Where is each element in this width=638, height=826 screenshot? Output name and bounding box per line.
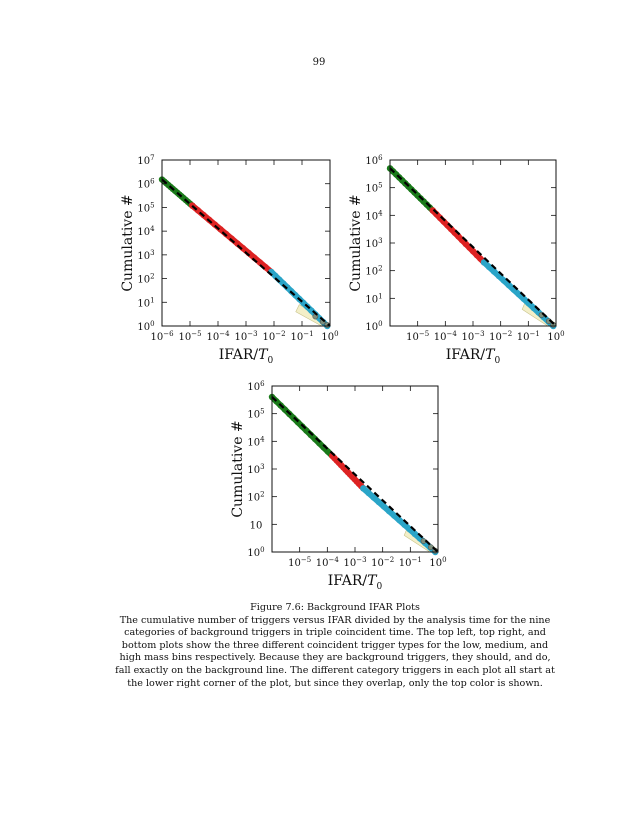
ifar-plot-top-right: 10−5 10−4 10−3 10−2 10−1 100 100 101 102 103 104 10… [348,154,565,366]
data-point [411,530,418,538]
data-point [316,440,323,447]
ifar-plot-top-left: 10−6 10−5 10−4 10−3 10−2 10−1 1001001011021031… [120,154,339,366]
series-cyan [360,485,439,556]
series-cyan [480,259,557,330]
y-tick-label: 103 [137,249,154,262]
y-tick-label: 100 [247,546,264,559]
data-point [370,494,377,501]
y-tick-label: 104 [365,209,383,222]
x-tick-label: 10−3 [234,330,257,343]
page-number: 99 [312,57,326,68]
y-tick-label: 102 [365,265,382,278]
x-tick-label: 10−2 [371,556,394,569]
figure-caption: Figure 7.6: Background IFAR Plots The cu… [112,602,558,690]
x-axis-label: IFAR/T0 [328,573,383,592]
x-tick-label: 10−2 [489,330,512,343]
y-tick-label: 102 [137,273,154,286]
x-axis-label: IFAR/T0 [219,347,274,366]
y-tick-label: 104 [247,435,265,448]
data-point [375,498,382,506]
data-point [427,544,434,550]
data-point [239,245,247,252]
data-point [520,295,527,302]
data-point [490,268,498,275]
data-point [324,448,332,455]
x-tick-label: 10−3 [343,556,366,569]
y-tick-label: 105 [137,201,154,214]
y-tick-label: 103 [365,237,382,250]
figure-caption-text: The cumulative number of triggers versus… [115,614,555,689]
x-tick-label: 10−1 [517,330,540,343]
x-tick-label: 100 [321,330,338,343]
x-tick-label: 100 [547,330,564,343]
y-axis-label: Cumulative # [348,194,364,291]
data-point [485,263,493,271]
data-point [500,277,508,284]
expected-background-line [161,178,331,327]
y-tick-label: 10 [250,520,263,531]
y-tick-label: 106 [247,380,265,393]
x-tick-label: 100 [429,556,446,569]
y-tick-label: 107 [137,154,154,167]
y-tick-label: 105 [247,408,264,421]
data-point [280,280,287,287]
y-tick-label: 100 [365,320,382,333]
data-point [505,281,512,289]
axes-frame [271,385,439,553]
expected-background-line [271,396,439,553]
data-point [360,485,367,492]
x-tick-label: 10−3 [461,330,484,343]
data-point [380,503,388,510]
x-tick-label: 10−1 [290,330,313,343]
x-tick-label: 10−6 [150,330,174,343]
figure-label: Figure 7.6: Background IFAR Plots [250,602,420,613]
y-tick-label: 101 [137,296,154,309]
y-tick-label: 101 [365,292,382,305]
x-tick-label: 10−4 [434,330,458,343]
x-tick-label: 10−4 [206,330,230,343]
x-tick-label: 10−5 [288,556,311,569]
x-tick-label: 10−2 [262,330,285,343]
y-tick-label: 104 [137,225,155,238]
y-axis-label: Cumulative # [230,420,246,517]
x-tick-label: 10−4 [316,556,340,569]
expected-background-line [389,167,557,327]
y-tick-label: 103 [247,463,264,476]
y-tick-label: 106 [137,178,155,191]
y-axis-label: Cumulative # [120,194,136,291]
x-tick-label: 10−5 [406,330,429,343]
data-point [365,489,372,497]
x-axis-label: IFAR/T0 [446,347,501,366]
series-red [329,452,367,492]
y-tick-label: 106 [365,154,383,167]
x-tick-label: 10−1 [399,556,422,569]
ifar-plot-bottom: 10−5 10−4 10−3 10−2 10−1 100 100 10 102 103 104 105… [230,380,447,592]
data-point [396,516,403,524]
data-point [480,259,488,266]
data-point [385,507,393,515]
x-tick-label: 10−5 [178,330,201,343]
y-tick-label: 105 [365,182,382,195]
data-point [234,240,241,247]
series-red [429,207,488,266]
data-point [256,259,264,266]
y-tick-label: 102 [247,491,264,504]
data-point [272,272,279,280]
